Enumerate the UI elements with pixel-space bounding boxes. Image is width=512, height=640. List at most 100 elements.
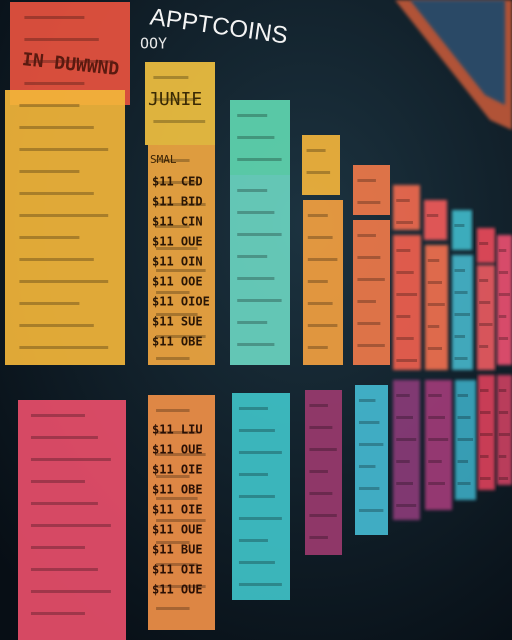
text-line bbox=[156, 313, 198, 316]
card bbox=[393, 185, 420, 230]
text-line bbox=[237, 255, 268, 258]
text-line bbox=[309, 404, 328, 407]
text-line bbox=[307, 324, 338, 327]
text-line bbox=[156, 335, 206, 338]
text-line bbox=[156, 159, 190, 162]
text-line bbox=[457, 438, 474, 441]
card bbox=[497, 375, 512, 485]
text-line bbox=[454, 313, 471, 316]
text-line bbox=[498, 337, 509, 340]
text-line bbox=[427, 347, 443, 350]
text-line bbox=[498, 433, 510, 436]
card-line: $11 OIE bbox=[152, 503, 203, 517]
text-line bbox=[30, 414, 85, 417]
text-line bbox=[19, 126, 94, 129]
card-layer bbox=[5, 2, 512, 640]
text-line bbox=[480, 411, 491, 414]
text-line bbox=[237, 136, 275, 139]
card bbox=[232, 393, 290, 600]
text-line bbox=[306, 149, 326, 152]
text-line bbox=[358, 399, 376, 402]
card bbox=[393, 380, 420, 520]
text-line bbox=[498, 293, 510, 296]
text-line bbox=[19, 236, 80, 239]
text-line bbox=[156, 291, 190, 294]
text-line bbox=[156, 519, 206, 522]
card bbox=[305, 390, 342, 555]
text-line bbox=[396, 337, 414, 340]
card-line: $11 LIU bbox=[152, 423, 203, 437]
text-line bbox=[156, 357, 190, 360]
text-line bbox=[396, 394, 410, 397]
text-line bbox=[156, 431, 198, 434]
text-line bbox=[238, 561, 275, 564]
text-line bbox=[498, 271, 509, 274]
text-line bbox=[237, 277, 275, 280]
text-line bbox=[307, 346, 328, 349]
frame-inner bbox=[410, 0, 505, 105]
text-line bbox=[156, 409, 190, 412]
text-line bbox=[479, 345, 489, 348]
text-line bbox=[309, 536, 328, 539]
card-line: $11 OBE bbox=[152, 335, 203, 349]
text-line bbox=[19, 302, 80, 305]
card bbox=[477, 265, 495, 370]
text-line bbox=[153, 98, 197, 101]
card bbox=[353, 165, 390, 215]
text-line bbox=[156, 247, 198, 250]
card bbox=[302, 135, 340, 195]
text-line bbox=[156, 225, 190, 228]
text-line bbox=[156, 497, 198, 500]
text-line bbox=[498, 389, 507, 392]
text-line bbox=[19, 214, 109, 217]
text-line bbox=[498, 477, 509, 480]
text-line bbox=[454, 269, 466, 272]
text-line bbox=[309, 470, 328, 473]
text-line bbox=[153, 76, 189, 79]
card-line: $11 OUE bbox=[152, 235, 203, 249]
text-line bbox=[428, 438, 449, 441]
text-line bbox=[357, 256, 381, 259]
text-line bbox=[30, 612, 85, 615]
text-line bbox=[156, 203, 206, 206]
text-line bbox=[19, 258, 94, 261]
text-line bbox=[307, 280, 328, 283]
text-line bbox=[238, 517, 282, 520]
card-line: $11 CED bbox=[152, 175, 203, 189]
text-line bbox=[396, 293, 418, 296]
card-line: $11 BUE bbox=[152, 543, 203, 557]
text-line bbox=[19, 346, 109, 349]
card bbox=[425, 245, 448, 370]
text-line bbox=[357, 201, 381, 204]
text-line bbox=[237, 299, 282, 302]
text-line bbox=[427, 303, 445, 306]
card bbox=[148, 395, 215, 630]
card bbox=[424, 200, 447, 240]
text-line bbox=[238, 583, 282, 586]
text-line bbox=[480, 477, 491, 480]
text-line bbox=[396, 438, 417, 441]
text-line bbox=[479, 301, 491, 304]
text-line bbox=[19, 324, 94, 327]
text-line bbox=[238, 539, 268, 542]
card-line: $11 BID bbox=[152, 195, 203, 209]
text-line bbox=[426, 214, 439, 217]
text-line bbox=[156, 269, 206, 272]
text-line bbox=[357, 234, 376, 237]
card bbox=[148, 145, 215, 365]
text-line bbox=[480, 455, 489, 458]
text-line bbox=[19, 280, 109, 283]
text-line bbox=[309, 448, 337, 451]
text-line bbox=[396, 249, 411, 252]
text-line bbox=[480, 389, 489, 392]
text-line bbox=[156, 181, 198, 184]
text-line bbox=[396, 199, 410, 202]
text-line bbox=[309, 426, 333, 429]
text-line bbox=[237, 233, 282, 236]
text-line bbox=[454, 291, 468, 294]
text-line bbox=[457, 460, 469, 463]
text-line bbox=[396, 482, 413, 485]
text-line bbox=[30, 590, 111, 593]
